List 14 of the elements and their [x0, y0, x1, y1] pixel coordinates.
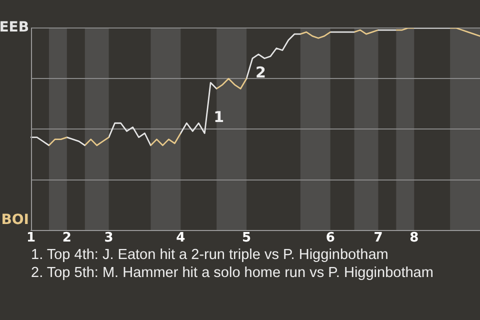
- annotation: 2: [256, 63, 266, 82]
- text: BOI: [1, 212, 29, 228]
- text: 1. Top 4th: J. Eaton hit a 2-run triple vs P. Higginbotham: [31, 246, 390, 264]
- text: EEB: [0, 20, 29, 36]
- annotation: 1: [214, 108, 224, 126]
- x-tick-label: 8: [410, 230, 419, 246]
- text: 2. Top 5th: M. Hammer hit a solo home run vs P. Higginbotham: [31, 264, 434, 282]
- x-tick-label: 7: [374, 230, 383, 246]
- x-tick-label: 5: [242, 230, 252, 246]
- x-tick-label: 4: [176, 230, 186, 246]
- x-tick-label: 3: [104, 230, 114, 246]
- x-tick-label: 2: [62, 230, 72, 246]
- x-tick-label: 1: [26, 230, 36, 246]
- x-tick-label: 6: [326, 230, 335, 246]
